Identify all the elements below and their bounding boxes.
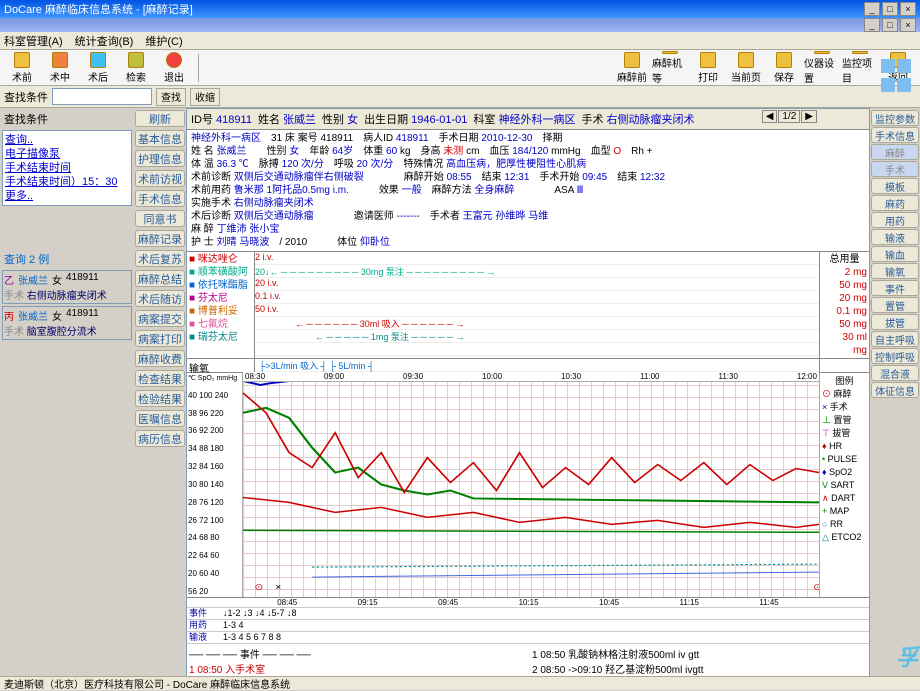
main-panel: ◀1/2▶ ID号 418911 姓名 张威兰 性别 女 出生日期 1946-0… [186, 108, 870, 690]
midtab-8[interactable]: 麻醉总结 [135, 270, 185, 287]
patient-record-1[interactable]: 乙张威兰女418911 手术 右侧动脉瘤夹闭术 [2, 270, 132, 304]
searchbar: 查找条件 查找 收缩 [0, 86, 920, 108]
midtab-2[interactable]: 护理信息 [135, 150, 185, 167]
midtab-3[interactable]: 术前访视 [135, 170, 185, 187]
tool-intraop[interactable]: 术中 [42, 51, 78, 85]
tool-device[interactable]: 仪器设置 [804, 51, 840, 85]
maximize-button[interactable]: □ [882, 2, 898, 16]
link-pump[interactable]: 电子描像泵 [5, 147, 129, 161]
vitals-chart: ℃ SpO₂ mmHg40 100 24038 96 22036 92 2003… [187, 373, 869, 598]
record-info: 神经外科一病区 31 床 案号 418911 病人ID 418911 手术日期 … [187, 130, 869, 252]
app-title: DoCare 麻醉临床信息系统 - [麻醉记录] [4, 1, 193, 17]
link-endtime[interactable]: 手术结束时间 [5, 161, 129, 175]
rtab-0[interactable]: 监控参数 [871, 110, 919, 126]
midtab-15[interactable]: 医嘱信息 [135, 410, 185, 427]
tool-search[interactable]: 检索 [118, 51, 154, 85]
child-minimize-button[interactable]: _ [864, 18, 880, 32]
svg-text:⊙: ⊙ [813, 583, 819, 593]
minimize-button[interactable]: _ [864, 2, 880, 16]
tool-curpage[interactable]: 当前页 [728, 51, 764, 85]
rtab-13[interactable]: 自主呼吸 [871, 331, 919, 347]
rtab-8[interactable]: 输血 [871, 246, 919, 262]
midtab-4[interactable]: 手术信息 [135, 190, 185, 207]
midtab-0[interactable]: 刷新 [135, 110, 185, 127]
statusbar: 麦迪斯顿（北京）医疗科技有限公司 - DoCare 麻醉临床信息系统 [0, 676, 920, 690]
rtab-9[interactable]: 输氧 [871, 263, 919, 279]
rtab-12[interactable]: 拔管 [871, 314, 919, 330]
link-more[interactable]: 更多.. [5, 189, 129, 203]
toolbar: 术前 术中 术后 检索 退出 麻醉前 麻醉机等 打印 当前页 保存 仪器设置 监… [0, 50, 920, 86]
rtab-4[interactable]: 模板 [871, 178, 919, 194]
tool-save[interactable]: 保存 [766, 51, 802, 85]
tool-exit[interactable]: 退出 [156, 51, 192, 85]
menubar: 科室管理(A) 统计查询(B) 维护(C) [0, 32, 920, 50]
brand-squares [880, 58, 916, 96]
search-label: 查找条件 [4, 89, 48, 105]
midtab-1[interactable]: 基本信息 [135, 130, 185, 147]
tool-preane[interactable]: 麻醉前 [614, 51, 650, 85]
search-input[interactable] [52, 88, 152, 105]
event-marks: 事件↓1-2 ↓3 ↓4 ↓5-7 ↓8用药 1-3 4输液 1-3 4 5 6… [187, 608, 869, 644]
link-query[interactable]: 查询.. [5, 133, 129, 147]
midtab-16[interactable]: 病历信息 [135, 430, 185, 447]
rtab-5[interactable]: 麻药 [871, 195, 919, 211]
rtab-3[interactable]: 手术 [871, 161, 919, 177]
collapse-button[interactable]: 收缩 [190, 88, 220, 106]
search-cond-label: 查找条件 [2, 110, 132, 128]
tool-machine[interactable]: 麻醉机等 [652, 51, 688, 85]
left-panel: 查找条件 查询.. 电子描像泵 手术结束时间 手术结束时间）15：30 更多..… [0, 108, 134, 690]
midtab-13[interactable]: 检查结果 [135, 370, 185, 387]
menu-dept[interactable]: 科室管理(A) [4, 33, 63, 49]
midtab-5[interactable]: 同意书 [135, 210, 185, 227]
search-links: 查询.. 电子描像泵 手术结束时间 手术结束时间）15：30 更多.. [2, 130, 132, 206]
midtab-9[interactable]: 术后随访 [135, 290, 185, 307]
rtab-16[interactable]: 体征信息 [871, 382, 919, 398]
child-close-button[interactable]: × [900, 18, 916, 32]
rtab-10[interactable]: 事件 [871, 280, 919, 296]
watermark: 孚 [896, 640, 918, 672]
tool-print[interactable]: 打印 [690, 51, 726, 85]
drug-timeline: ■ 咪达唑仑■ 顺苯磺酸阿■ 依托咪酯脂■ 芬太尼■ 博普利妥■ 七氟烷■ 瑞芬… [187, 252, 869, 359]
menu-maint[interactable]: 维护(C) [145, 33, 182, 49]
rtab-15[interactable]: 混合液 [871, 365, 919, 381]
patient-record-2[interactable]: 丙张威兰女418911 手术 脑室腹腔分流术 [2, 306, 132, 340]
right-tabs: 监控参数手术信息麻醉手术模板麻药用药输液输血输氧事件置管拔管自主呼吸控制呼吸混合… [870, 108, 920, 690]
rtab-11[interactable]: 置管 [871, 297, 919, 313]
close-button[interactable]: × [900, 2, 916, 16]
midtab-10[interactable]: 病案提交 [135, 310, 185, 327]
midtab-14[interactable]: 检验结果 [135, 390, 185, 407]
rtab-1[interactable]: 手术信息 [871, 127, 919, 143]
search-button[interactable]: 查找 [156, 88, 186, 106]
midtab-12[interactable]: 麻醉收费 [135, 350, 185, 367]
rtab-2[interactable]: 麻醉 [871, 144, 919, 160]
tool-monitor[interactable]: 监控项目 [842, 51, 878, 85]
rtab-14[interactable]: 控制呼吸 [871, 348, 919, 364]
rtab-7[interactable]: 输液 [871, 229, 919, 245]
page-nav[interactable]: ◀1/2▶ [762, 110, 817, 123]
result-count: 查询 2 例 [2, 250, 132, 268]
midtab-11[interactable]: 病案打印 [135, 330, 185, 347]
child-maximize-button[interactable]: □ [882, 18, 898, 32]
mid-tabs: 刷新基本信息护理信息术前访视手术信息同意书麻醉记录术后复苏麻醉总结术后随访病案提… [134, 108, 186, 690]
midtab-7[interactable]: 术后复苏 [135, 250, 185, 267]
rtab-6[interactable]: 用药 [871, 212, 919, 228]
tool-preop[interactable]: 术前 [4, 51, 40, 85]
link-endtime2[interactable]: 手术结束时间）15：30 [5, 175, 129, 189]
tool-postop[interactable]: 术后 [80, 51, 116, 85]
svg-text:⊙: ⊙ [255, 583, 264, 593]
midtab-6[interactable]: 麻醉记录 [135, 230, 185, 247]
svg-text:×: × [275, 583, 281, 593]
menu-stats[interactable]: 统计查询(B) [75, 33, 134, 49]
